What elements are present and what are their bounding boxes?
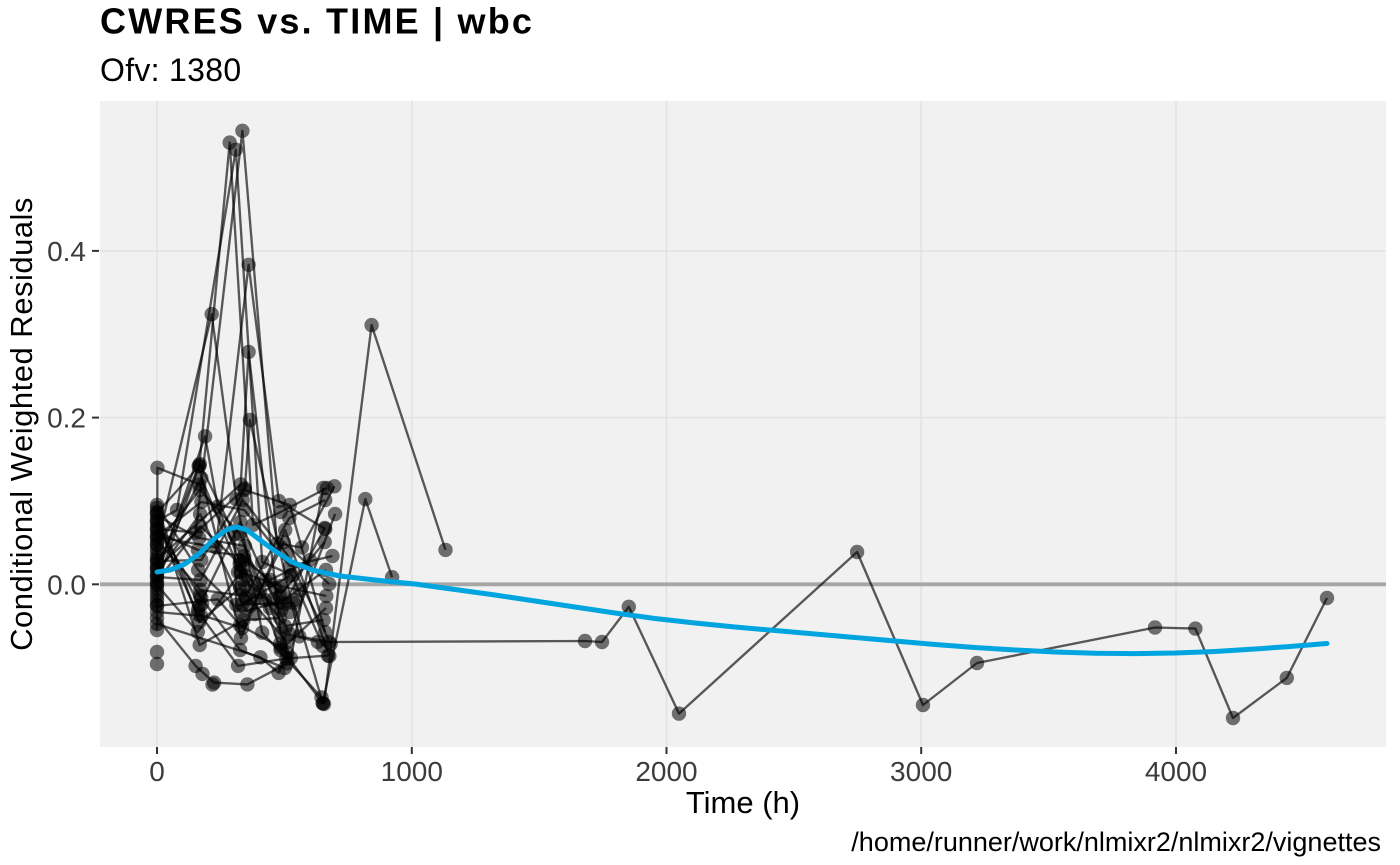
svg-text:1000: 1000 [381,756,443,787]
svg-text:2000: 2000 [635,756,697,787]
svg-text:4000: 4000 [1145,756,1207,787]
svg-text:3000: 3000 [890,756,952,787]
svg-text:/home/runner/work/nlmixr2/nlmi: /home/runner/work/nlmixr2/nlmixr2/vignet… [851,827,1381,857]
svg-text:Ofv: 1380: Ofv: 1380 [100,52,241,88]
svg-text:0.4: 0.4 [47,236,86,267]
svg-text:Conditional Weighted Residuals: Conditional Weighted Residuals [4,197,39,651]
svg-text:CWRES vs. TIME | wbc: CWRES vs. TIME | wbc [100,1,534,43]
svg-text:0: 0 [149,756,165,787]
svg-text:0.0: 0.0 [47,569,86,600]
svg-text:0.2: 0.2 [47,403,86,434]
svg-text:Time (h): Time (h) [686,785,800,820]
